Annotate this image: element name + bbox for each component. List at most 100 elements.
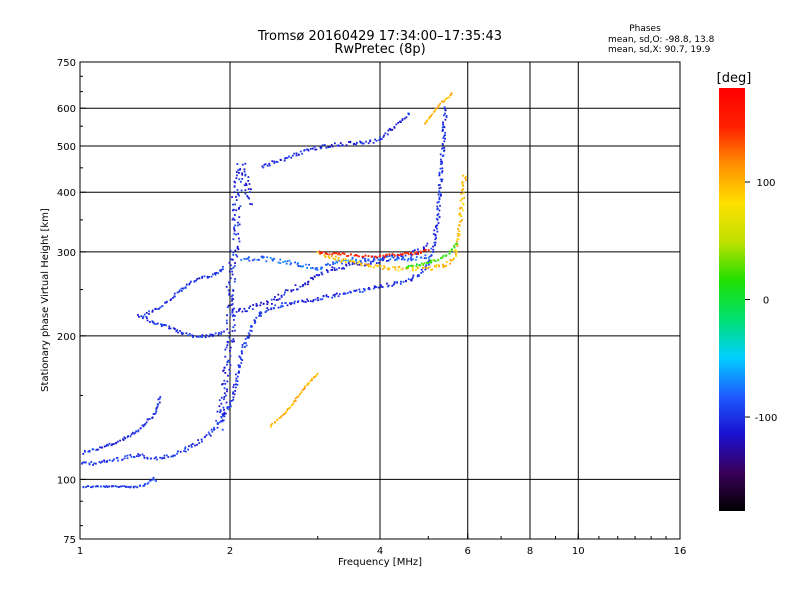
echo-point <box>295 152 298 155</box>
echo-point <box>324 252 327 255</box>
echo-point <box>232 266 235 269</box>
echo-point <box>333 295 336 298</box>
echo-point <box>243 168 246 171</box>
x-axis-ticks: 1 2 4 6 8 10 16 <box>77 533 686 557</box>
echo-point <box>218 399 221 402</box>
echo-point <box>317 274 320 277</box>
echo-point <box>420 252 422 254</box>
echo-point <box>319 147 322 150</box>
echo-point <box>236 245 239 248</box>
echo-point <box>372 287 375 290</box>
echo-point <box>409 256 412 259</box>
echo-point <box>433 241 436 244</box>
echo-point <box>148 418 151 420</box>
echo-point <box>218 405 221 408</box>
echo-point <box>293 300 296 303</box>
echo-point <box>433 229 436 232</box>
echo-point <box>430 114 432 117</box>
echo-point <box>302 284 305 286</box>
echo-point <box>236 163 239 165</box>
echo-point <box>223 413 225 416</box>
echo-point <box>328 253 331 256</box>
echo-point <box>392 266 395 268</box>
echo-point <box>233 185 236 188</box>
echo-point <box>384 254 387 257</box>
echo-point <box>238 194 240 197</box>
echo-point <box>135 430 138 433</box>
echo-point <box>188 445 190 448</box>
echo-point <box>282 414 284 416</box>
echo-point <box>201 275 204 278</box>
echo-point <box>235 377 238 380</box>
echo-point <box>138 315 140 318</box>
echo-point <box>355 259 358 262</box>
echo-point <box>229 372 231 375</box>
echo-point <box>256 304 259 307</box>
echo-point <box>197 335 200 338</box>
echo-point <box>460 192 463 195</box>
echo-point <box>405 266 408 269</box>
echo-point <box>101 446 103 449</box>
echo-point <box>170 455 173 458</box>
echo-point <box>217 272 219 275</box>
echo-point <box>226 406 229 408</box>
echo-point <box>134 431 137 434</box>
echo-point <box>461 181 464 183</box>
echo-point <box>200 438 203 441</box>
echo-point <box>435 225 437 227</box>
echo-point <box>352 261 355 264</box>
echo-point <box>232 396 235 399</box>
echo-point <box>129 485 132 488</box>
echo-point <box>262 256 265 258</box>
echo-point <box>325 264 328 266</box>
echo-point <box>356 254 359 257</box>
echo-point <box>92 464 94 466</box>
echo-point <box>284 157 287 159</box>
echo-point <box>345 259 347 262</box>
echo-point <box>313 376 316 378</box>
echo-point <box>303 388 305 390</box>
echo-point <box>422 266 425 269</box>
echo-point <box>165 324 167 327</box>
y-axis-ticks: 75 100 200 300 400 500 600 750 <box>57 58 86 546</box>
echo-point <box>300 391 303 393</box>
echo-point <box>428 255 431 258</box>
echo-point <box>229 400 231 403</box>
echo-point <box>315 148 318 151</box>
echo-point <box>410 257 413 260</box>
echo-point <box>104 486 107 488</box>
echo-point <box>135 455 138 457</box>
echo-point <box>244 192 247 195</box>
echo-point <box>221 383 223 386</box>
echo-point <box>419 264 422 267</box>
echo-point <box>334 258 336 261</box>
echo-point <box>159 323 162 326</box>
echo-point <box>461 207 463 209</box>
echo-point <box>211 335 214 338</box>
echo-point <box>119 485 122 488</box>
echo-point <box>124 437 126 440</box>
echo-point <box>232 338 235 341</box>
echo-point <box>255 303 258 305</box>
echo-point <box>178 290 181 293</box>
echo-point <box>227 289 230 292</box>
echo-point <box>193 280 196 283</box>
echo-point <box>209 434 212 437</box>
echo-point <box>414 251 417 254</box>
echo-point <box>247 196 250 199</box>
echo-point <box>235 383 237 386</box>
echo-point <box>156 458 158 461</box>
echo-point <box>448 252 451 255</box>
echo-point <box>236 247 239 249</box>
echo-point <box>307 300 310 302</box>
echo-point <box>163 454 166 457</box>
echo-point <box>212 273 214 276</box>
echo-point <box>159 456 162 459</box>
echo-point <box>266 164 269 167</box>
echo-point <box>457 238 460 241</box>
echo-point <box>233 319 235 321</box>
echo-point <box>191 334 193 337</box>
echo-point <box>230 268 233 270</box>
echo-point <box>413 249 416 251</box>
echo-point <box>325 294 328 297</box>
